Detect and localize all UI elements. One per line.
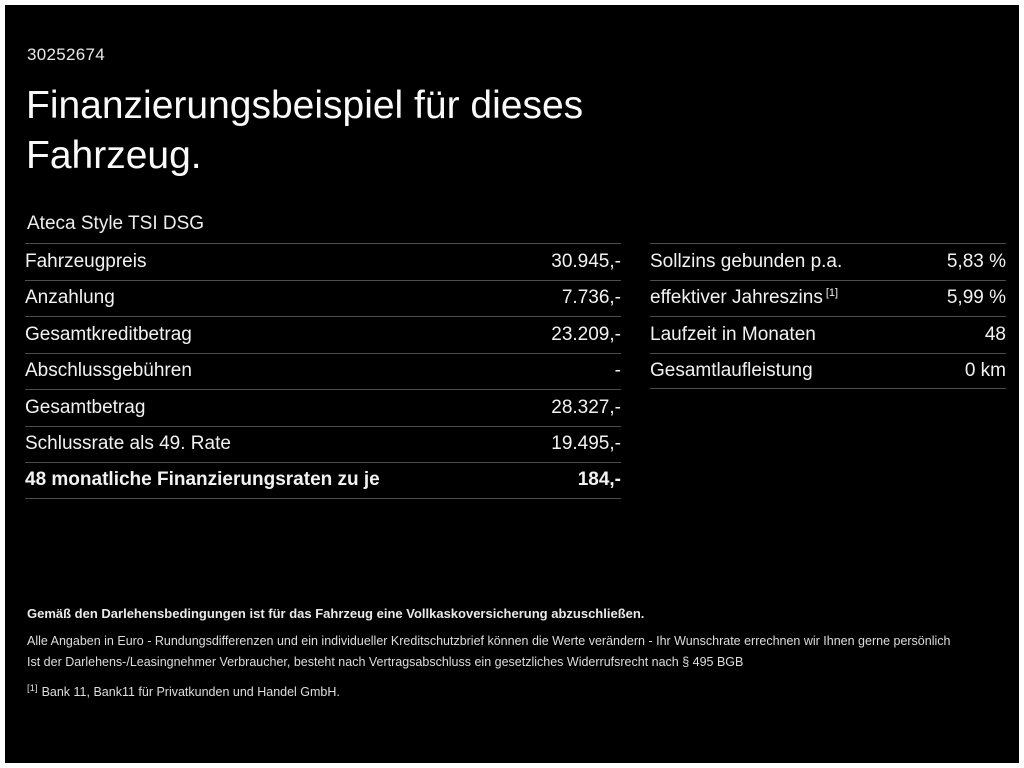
row-label: 48 monatliche Finanzierungsraten zu je <box>25 469 380 491</box>
table-row-laufzeit: Laufzeit in Monaten 48 <box>650 316 1006 353</box>
row-value: 5,83 % <box>946 250 1006 272</box>
table-row-effektiver-jahreszins: effektiver Jahreszins [1] 5,99 % <box>650 279 1006 317</box>
table-row-anzahlung: Anzahlung 7.736,- <box>25 279 621 317</box>
table-row-gesamtkreditbetrag: Gesamtkreditbetrag 23.209,- <box>25 316 621 353</box>
table-row-abschlussgebuehren: Abschlussgebühren - <box>25 352 621 390</box>
row-label: Anzahlung <box>25 287 115 309</box>
footnote-marker: [1] <box>27 683 38 695</box>
row-label: Gesamtlaufleistung <box>650 359 813 381</box>
footnotes: Gemäß den Darlehensbedingungen ist für d… <box>27 605 995 706</box>
financing-table-right: Sollzins gebunden p.a. 5,83 % effektiver… <box>650 243 1006 389</box>
table-row-monatsrate: 48 monatliche Finanzierungsraten zu je 1… <box>25 462 621 499</box>
row-value: 19.495,- <box>551 433 621 455</box>
page-title-line2: Fahrzeug. <box>26 133 202 177</box>
row-value: 30.945,- <box>551 250 621 272</box>
row-value: - <box>614 360 621 382</box>
row-label: Abschlussgebühren <box>25 360 192 382</box>
vehicle-model: Ateca Style TSI DSG <box>27 213 205 234</box>
row-label: Schlussrate als 49. Rate <box>25 433 231 455</box>
table-row-gesamtlaufleistung: Gesamtlaufleistung 0 km <box>650 352 1006 389</box>
page-title: Finanzierungsbeispiel für dieses Fahrzeu… <box>26 81 583 181</box>
footnote-euro-note: Alle Angaben in Euro - Rundungsdifferenz… <box>27 633 951 648</box>
table-row-fahrzeugpreis: Fahrzeugpreis 30.945,- <box>25 243 621 280</box>
row-label: Fahrzeugpreis <box>25 250 147 272</box>
row-label: Gesamtbetrag <box>25 396 146 418</box>
page-title-line1: Finanzierungsbeispiel für dieses <box>26 84 584 127</box>
row-label: Sollzins gebunden p.a. <box>650 250 843 272</box>
footnote-ref-icon: [1] <box>825 286 839 299</box>
footnote-insurance: Gemäß den Darlehensbedingungen ist für d… <box>27 606 645 621</box>
table-row-sollzins: Sollzins gebunden p.a. 5,83 % <box>650 243 1006 280</box>
row-value: 0 km <box>964 359 1006 381</box>
footnote-bank: [1] Bank 11, Bank11 für Privatkunden und … <box>27 683 340 700</box>
row-value: 48 <box>984 323 1006 345</box>
row-value: 23.209,- <box>551 323 621 345</box>
row-value: 5,99 % <box>946 287 1006 309</box>
row-label: Gesamtkreditbetrag <box>25 323 192 345</box>
listing-id: 30252674 <box>27 45 106 64</box>
financing-table-left: Fahrzeugpreis 30.945,- Anzahlung 7.736,-… <box>25 243 621 499</box>
row-label: effektiver Jahreszins [1] <box>650 286 839 309</box>
footnote-widerrufsrecht: Ist der Darlehens-/Leasingnehmer Verbrau… <box>27 655 744 670</box>
table-row-gesamtbetrag: Gesamtbetrag 28.327,- <box>25 389 621 426</box>
row-label: Laufzeit in Monaten <box>650 323 816 345</box>
row-value: 7.736,- <box>561 287 621 309</box>
table-row-schlussrate: Schlussrate als 49. Rate 19.495,- <box>25 425 621 463</box>
row-value: 184,- <box>577 469 621 491</box>
row-value: 28.327,- <box>551 396 621 418</box>
